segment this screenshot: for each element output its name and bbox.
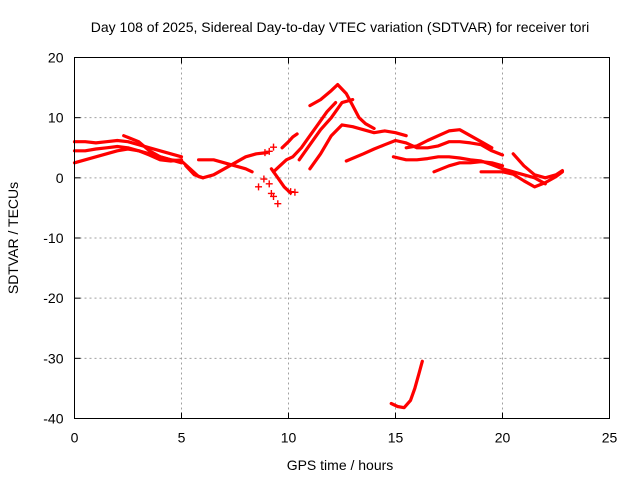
data-layer [72, 82, 565, 410]
plot-frame [74, 57, 610, 419]
x-tick-label: 20 [495, 430, 511, 446]
x-tick-label: 5 [178, 430, 186, 446]
y-tick-label: -30 [43, 350, 63, 366]
series-trace-s17 [479, 170, 565, 189]
plus-marker [260, 175, 268, 183]
series-trace-s10 [297, 97, 355, 162]
series-trace-s9 [271, 100, 338, 174]
x-tick-label: 25 [602, 430, 618, 446]
series-trace-s12 [308, 123, 408, 171]
plus-marker [270, 192, 278, 200]
series-trace-s11 [308, 82, 376, 131]
series-trace-s15 [404, 128, 494, 150]
series-trace-s8 [280, 132, 299, 150]
axis-ticks: 0 5 10 15 20 25 20 10 0 -10 -20 -30 -40 [43, 50, 617, 446]
y-tick-label: 20 [48, 50, 64, 66]
x-tick-label: 15 [388, 430, 404, 446]
y-tick-label: -10 [43, 230, 63, 246]
series-trace-s7 [269, 167, 293, 195]
y-axis-label: SDTVAR / TECUs [5, 182, 21, 294]
plus-marker [291, 188, 299, 196]
chart-title: Day 108 of 2025, Sidereal Day-to-day VTE… [91, 19, 590, 35]
series-trace-s18 [511, 152, 565, 180]
grid [74, 57, 610, 419]
series-trace-s5 [184, 151, 269, 180]
y-tick-label: 0 [56, 170, 64, 186]
y-tick-label: -40 [43, 411, 63, 427]
plus-marker [265, 147, 273, 155]
series-trace-s14 [391, 155, 547, 186]
x-axis-label: GPS time / hours [287, 457, 394, 473]
plus-marker [261, 149, 269, 157]
x-tick-label: 0 [71, 430, 79, 446]
series-trace-s6 [197, 158, 254, 174]
series-trace-s4 [122, 134, 184, 165]
series-trace-s13 [344, 138, 505, 163]
plus-marker [255, 183, 263, 191]
series-trace-s19 [389, 359, 424, 410]
plus-marker [274, 200, 282, 208]
plus-marker [270, 143, 278, 151]
plus-marker [265, 180, 273, 188]
series-trace-s3 [72, 147, 184, 165]
series-trace-s16 [432, 160, 505, 174]
y-tick-label: 10 [48, 110, 64, 126]
x-tick-label: 10 [281, 430, 297, 446]
series-trace-s1 [72, 138, 184, 159]
y-tick-label: -20 [43, 290, 63, 306]
